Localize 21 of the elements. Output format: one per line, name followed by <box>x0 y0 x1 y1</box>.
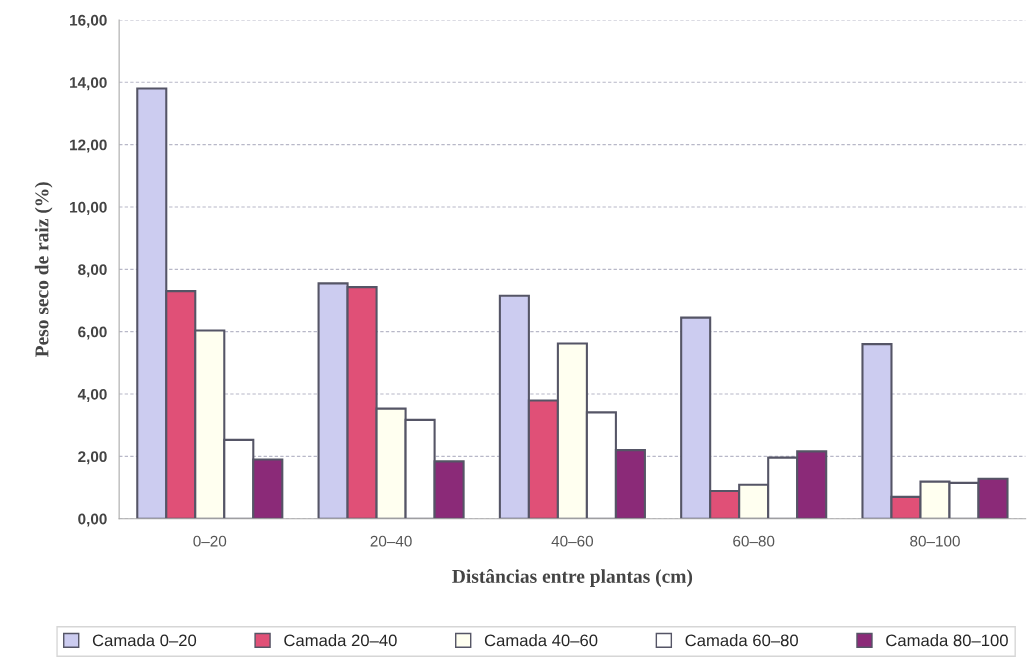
legend-label: Camada 20–40 <box>284 634 397 647</box>
legend-label: Camada 0–20 <box>92 634 197 647</box>
x-axis-title: Distâncias entre plantas (cm) <box>452 569 693 587</box>
y-axis-title: Peso seco de raiz (%) <box>34 182 53 357</box>
y-tick-label: 14,00 <box>70 77 107 91</box>
y-tick-label: 6,00 <box>78 326 107 340</box>
y-tick-label: 10,00 <box>70 201 107 215</box>
x-tick-label: 80–100 <box>910 535 960 547</box>
y-tick-label: 8,00 <box>78 264 107 278</box>
legend-label: Camada 60–80 <box>685 634 798 647</box>
legend-label: Camada 40–60 <box>484 634 598 647</box>
y-tick-label: 16,00 <box>70 14 107 28</box>
y-tick-label: 0,00 <box>78 513 107 527</box>
y-tick-label: 4,00 <box>77 388 107 402</box>
y-tick-label: 12,00 <box>70 139 107 153</box>
x-tick-label: 0–20 <box>193 535 227 547</box>
x-tick-label: 60–80 <box>733 535 775 547</box>
y-tick-label: 2,00 <box>78 451 107 465</box>
x-tick-label: 40–60 <box>551 535 594 547</box>
legend-label: Camada 80–100 <box>886 634 1008 647</box>
x-tick-label: 20–40 <box>370 535 412 547</box>
